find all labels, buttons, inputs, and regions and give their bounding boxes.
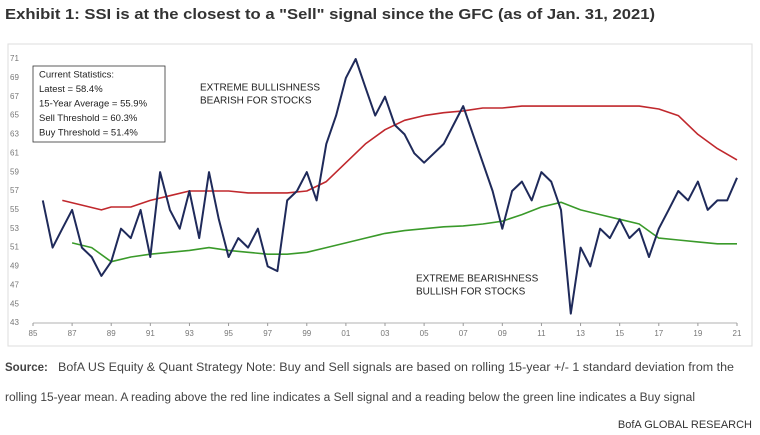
- y-tick-label: 51: [10, 243, 19, 252]
- y-tick-label: 49: [10, 262, 19, 271]
- x-tick-label: 87: [68, 329, 77, 338]
- y-tick-label: 55: [10, 205, 19, 214]
- annotation: EXTREME BEARISHNESS: [416, 274, 539, 285]
- annotation: BULLISH FOR STOCKS: [416, 287, 526, 298]
- stat-text: Current Statistics:: [39, 70, 114, 81]
- x-tick-label: 89: [107, 329, 116, 338]
- stat-text: Latest = 58.4%: [39, 84, 103, 95]
- y-tick-label: 67: [10, 92, 19, 101]
- line: [71, 201, 737, 263]
- x-tick-label: 97: [263, 329, 272, 338]
- x-tick-label: 99: [302, 329, 311, 338]
- x-tick-label: 91: [146, 329, 155, 338]
- x-tick-label: 85: [29, 329, 38, 338]
- y-tick-label: 71: [10, 54, 19, 63]
- y-tick-label: 53: [10, 224, 19, 233]
- x-tick-label: 95: [224, 329, 233, 338]
- y-tick-label: 69: [10, 73, 19, 82]
- annotation: BEARISH FOR STOCKS: [200, 96, 312, 107]
- stat-text: 15-Year Average = 55.9%: [39, 99, 148, 110]
- chart-title: Exhibit 1: SSI is at the closest to a "S…: [5, 6, 655, 23]
- y-tick-label: 47: [10, 280, 19, 289]
- x-tick-label: 09: [498, 329, 507, 338]
- footer: BofA GLOBAL RESEARCH: [618, 419, 752, 431]
- x-tick-label: 13: [576, 329, 585, 338]
- source-text: rolling 15-year mean. A reading above th…: [5, 392, 695, 404]
- y-tick-label: 65: [10, 111, 19, 120]
- x-tick-label: 05: [420, 329, 429, 338]
- x-tick-label: 11: [537, 329, 546, 338]
- stat-text: Sell Threshold = 60.3%: [39, 113, 138, 124]
- stat-text: Buy Threshold = 51.4%: [39, 128, 138, 139]
- chart-frame: [7, 43, 753, 347]
- y-tick-label: 57: [10, 186, 19, 195]
- x-tick-label: 21: [733, 329, 742, 338]
- x-tick-label: 03: [381, 329, 390, 338]
- x-tick-label: 01: [341, 329, 350, 338]
- x-tick-label: 93: [185, 329, 194, 338]
- y-tick-label: 61: [10, 148, 19, 157]
- annotation: EXTREME BULLISHNESS: [200, 83, 320, 94]
- x-tick-label: 17: [654, 329, 663, 338]
- stats-box: [32, 65, 166, 143]
- y-tick-label: 63: [10, 130, 19, 139]
- y-tick-label: 59: [10, 167, 19, 176]
- line: [41, 58, 738, 315]
- x-tick-label: 15: [615, 329, 624, 338]
- x-tick-label: 19: [693, 329, 702, 338]
- x-tick-label: 07: [459, 329, 468, 338]
- y-tick-label: 45: [10, 299, 19, 308]
- source-label: Source:: [5, 362, 48, 374]
- y-tick-label: 43: [10, 318, 19, 327]
- source-text: BofA US Equity & Quant Strategy Note: Bu…: [58, 362, 734, 374]
